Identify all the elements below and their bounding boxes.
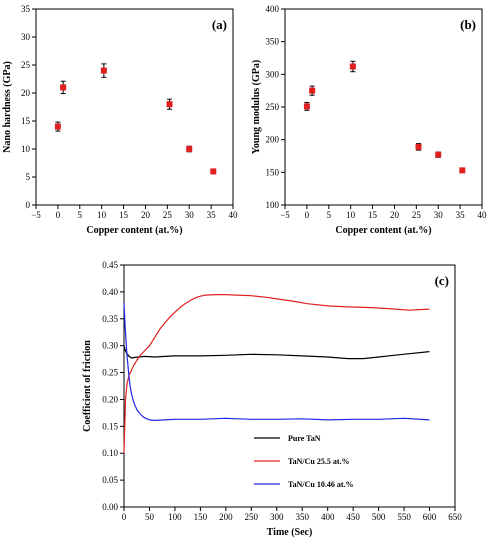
panel-b-chart: −5 0 5 10 15 20 25 30 35 40 100 150 200 250 300 350 400 C… [251,4,487,236]
y-tick-label: 0.10 [102,448,118,458]
y-tick-label: 20 [21,88,31,98]
x-tick-label: 30 [434,210,444,220]
legend-label: Pure TaN [288,434,321,443]
y-tick-label: 0.25 [102,368,118,378]
x-tick-label: 25 [163,210,173,220]
data-point [303,103,310,110]
x-tick-label: −5 [31,210,41,220]
y-tick-label: 0.30 [102,341,118,351]
x-tick-label: 0 [122,512,127,522]
x-tick-label: 10 [97,210,107,220]
x-tick-label: 250 [245,512,259,522]
y-tick-label: 0.45 [102,260,118,270]
x-tick-label: 25 [412,210,422,220]
y-tick-label: 350 [266,37,280,47]
y-tick-label: 400 [266,4,280,14]
y-tick-label: 5 [26,172,31,182]
data-point [100,67,107,74]
y-tick-label: 10 [21,144,31,154]
x-tick-label: 350 [295,512,309,522]
x-tick-label: 400 [321,512,335,522]
x-tick-label: 0 [56,210,61,220]
x-tick-label: 5 [78,210,83,220]
series-line [123,294,430,454]
x-tick-label: 500 [372,512,386,522]
x-axis-label: Copper content (at.%) [335,225,431,236]
panel-label: (b) [460,17,476,32]
x-tick-label: 200 [219,512,233,522]
series-line [123,302,430,422]
y-tick-label: 0.35 [102,314,118,324]
x-tick-label: 0 [305,210,310,220]
data-point [54,123,61,130]
panel-label: (c) [435,273,449,288]
y-tick-label: 15 [21,116,31,126]
y-axis-label: Nano hardness (GPa) [2,61,13,153]
y-tick-label: 0 [26,200,31,210]
x-tick-label: 35 [456,210,466,220]
x-tick-label: −5 [280,210,290,220]
y-tick-label: 250 [266,102,280,112]
data-point [349,63,356,70]
legend-label: TaN/Cu 10.46 at.% [288,480,354,489]
x-tick-label: 50 [145,512,155,522]
y-tick-label: 300 [266,69,280,79]
x-tick-label: 300 [270,512,284,522]
x-tick-label: 10 [346,210,356,220]
y-tick-label: 100 [266,200,280,210]
y-tick-label: 25 [21,60,31,70]
data-point [459,167,466,174]
y-axis-label: Coefficient of friction [82,340,93,432]
plot-frame [284,8,483,206]
y-tick-label: 0.15 [102,421,118,431]
y-tick-label: 30 [21,32,31,42]
series-line [123,345,430,360]
data-point [186,146,193,152]
x-tick-label: 600 [423,512,437,522]
legend-label: TaN/Cu 25.5 at.% [288,457,350,466]
x-axis-label: Time (Sec) [267,527,313,538]
x-tick-label: 30 [185,210,195,220]
x-tick-label: 20 [141,210,151,220]
x-tick-label: 650 [448,512,462,522]
y-tick-label: 0.05 [102,475,118,485]
x-tick-label: 5 [327,210,332,220]
y-tick-label: 0.20 [102,394,118,404]
x-tick-label: 100 [168,512,182,522]
y-tick-label: 0.00 [102,502,118,512]
y-axis-label: Young modulus (GPa) [251,60,262,154]
y-tick-label: 0.40 [102,287,118,297]
data-point [210,168,217,175]
data-point [166,101,173,108]
plot-frame [35,8,234,206]
x-tick-label: 15 [119,210,129,220]
panel-label: (a) [212,17,227,32]
x-tick-label: 150 [194,512,208,522]
y-tick-label: 150 [266,167,280,177]
data-point [435,151,442,158]
data-point [309,87,316,94]
x-tick-label: 40 [478,210,488,220]
x-tick-label: 450 [346,512,360,522]
data-point [60,84,67,91]
panel-c-chart: 0 50 100 150 200 250 300 350 400 450 500 550 600 650 0… [82,260,462,538]
x-tick-label: 20 [390,210,400,220]
x-tick-label: 550 [397,512,411,522]
y-tick-label: 35 [21,4,31,14]
plot-frame [123,264,456,508]
data-point [415,143,422,150]
y-tick-label: 200 [266,135,280,145]
x-tick-label: 15 [368,210,378,220]
x-tick-label: 40 [229,210,239,220]
x-axis-label: Copper content (at.%) [86,225,182,236]
x-tick-label: 35 [207,210,217,220]
